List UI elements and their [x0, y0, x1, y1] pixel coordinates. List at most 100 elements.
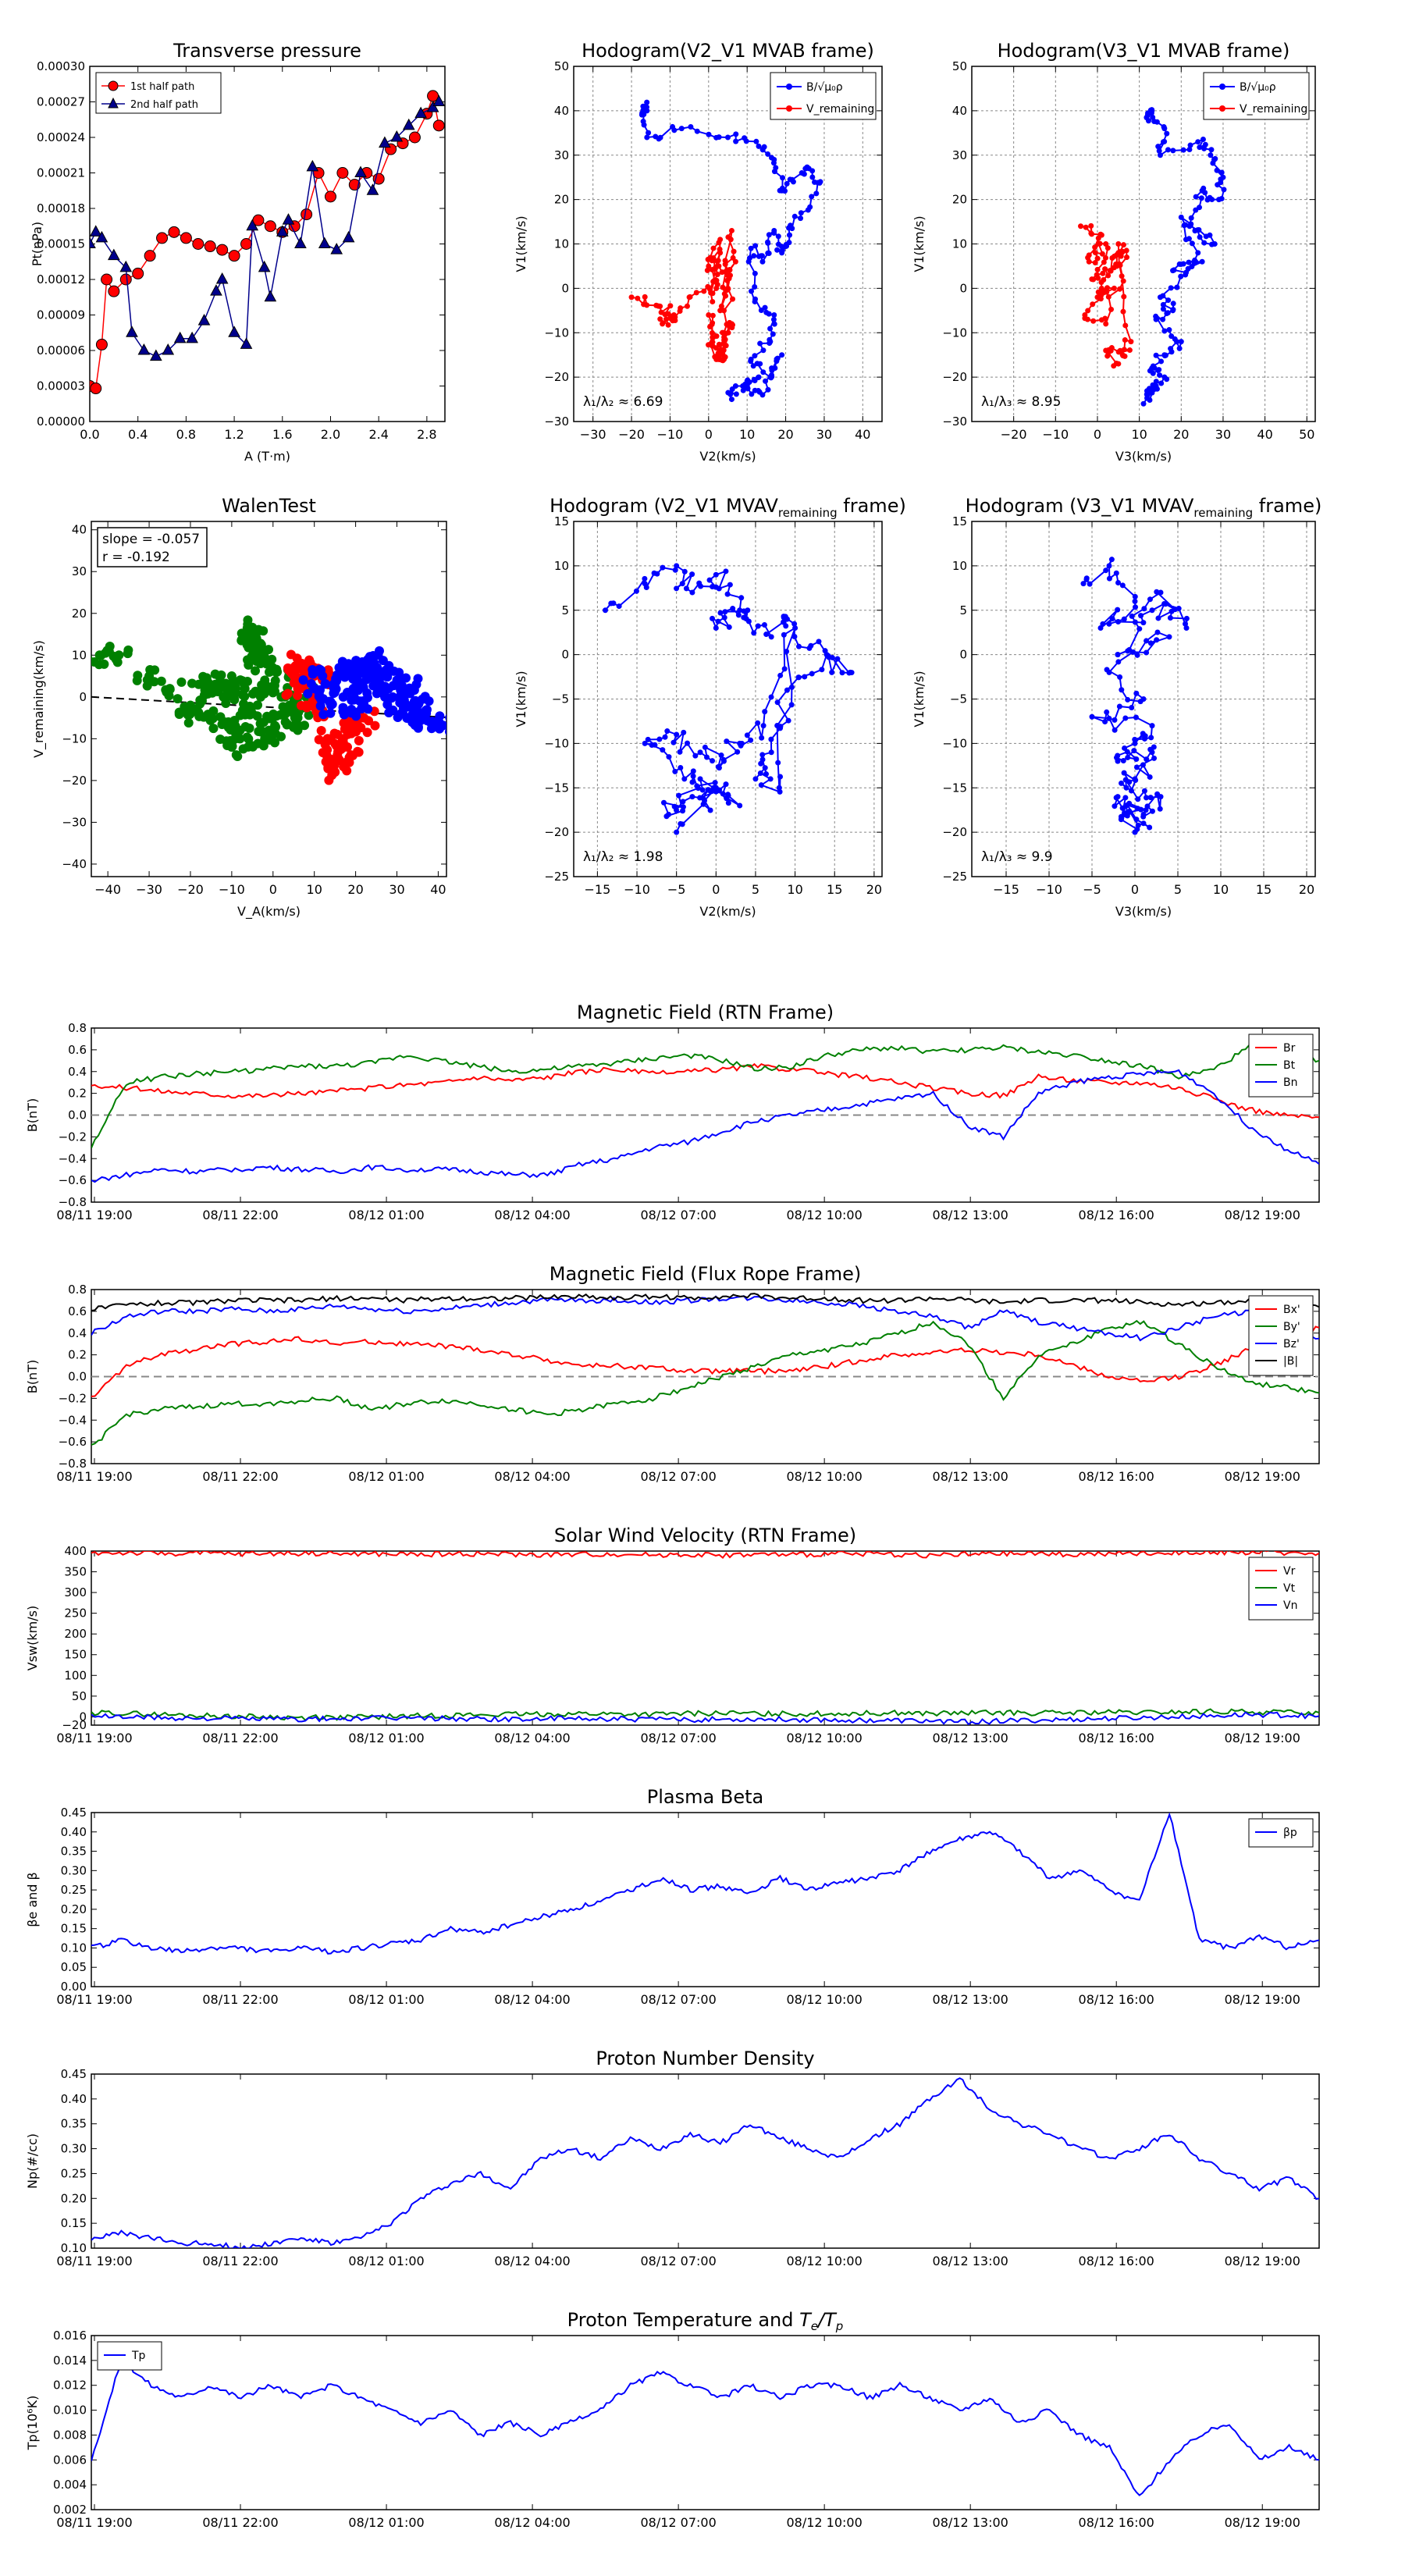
data-point: [761, 621, 767, 628]
data-point: [1099, 251, 1105, 257]
chart-title: Magnetic Field (RTN Frame): [577, 1002, 834, 1023]
data-point: [603, 607, 609, 614]
data-point: [315, 685, 325, 695]
x-tick-label: 08/12 13:00: [933, 1469, 1008, 1484]
data-point: [90, 382, 102, 395]
data-point: [710, 758, 716, 764]
x-tick-label: 2.0: [321, 427, 340, 442]
legend-marker: [786, 105, 792, 112]
data-point: [1200, 137, 1206, 143]
data-point: [767, 776, 774, 782]
data-point: [670, 739, 677, 745]
data-point: [712, 780, 718, 786]
x-tick-label: 0: [1131, 882, 1139, 897]
data-point: [787, 232, 792, 238]
data-point: [379, 136, 391, 148]
data-point: [748, 737, 754, 743]
data-point: [1144, 756, 1150, 763]
data-point: [1143, 795, 1149, 801]
data-point: [834, 656, 841, 662]
data-point: [370, 720, 380, 731]
data-point: [1144, 649, 1150, 656]
x-tick-label: 30: [816, 427, 832, 442]
data-point: [1178, 273, 1184, 279]
data-point: [708, 290, 714, 296]
data-point: [1124, 749, 1130, 755]
data-point: [432, 94, 445, 106]
data-point: [390, 130, 404, 142]
data-point: [344, 716, 354, 726]
x-tick-label: 08/12 13:00: [933, 2254, 1008, 2268]
y-tick-label: −15: [942, 781, 967, 795]
plot-area: [91, 1551, 1319, 1725]
data-point: [823, 652, 830, 658]
data-point: [1104, 709, 1110, 715]
data-point: [718, 303, 724, 309]
data-point: [1080, 581, 1087, 587]
data-point: [804, 164, 810, 170]
data-point: [720, 329, 726, 336]
data-point: [101, 273, 113, 286]
x-tick-label: 08/11 22:00: [202, 1469, 278, 1484]
data-point: [1199, 187, 1205, 194]
data-point: [642, 294, 648, 300]
data-point: [819, 667, 825, 673]
data-point: [307, 701, 317, 711]
legend-label: |B|: [1283, 1355, 1298, 1368]
data-point: [1211, 241, 1218, 247]
data-point: [628, 294, 635, 301]
data-point: [672, 768, 678, 774]
data-point: [1115, 349, 1122, 355]
data-point: [780, 175, 786, 181]
data-point: [108, 248, 120, 261]
series-line: [91, 1069, 1319, 1183]
data-point: [713, 785, 719, 791]
data-point: [743, 138, 749, 144]
data-point: [1089, 713, 1095, 720]
y-tick-label: 10: [554, 237, 569, 251]
data-point: [414, 106, 427, 119]
data-point: [616, 603, 622, 610]
data-point: [258, 626, 269, 636]
data-point: [779, 352, 785, 358]
title-subscript: remaining: [1193, 506, 1253, 520]
data-point: [1126, 808, 1133, 814]
data-point: [1166, 327, 1172, 333]
x-tick-label: 08/12 04:00: [494, 1992, 570, 2007]
data-point: [717, 342, 723, 348]
data-point: [772, 365, 778, 371]
data-point: [222, 718, 232, 728]
data-point: [247, 644, 257, 654]
y-tick-label: −0.8: [59, 1457, 87, 1471]
data-point: [1176, 261, 1183, 267]
data-point: [733, 131, 739, 137]
data-point: [354, 165, 367, 177]
data-point: [240, 721, 251, 731]
x-tick-label: −30: [136, 882, 162, 897]
data-point: [727, 272, 733, 279]
data-point: [1154, 315, 1160, 322]
data-point: [1158, 380, 1165, 386]
data-point: [1120, 242, 1126, 248]
y-tick-label: 0: [959, 281, 967, 295]
data-point: [400, 700, 410, 710]
data-point: [1164, 311, 1170, 317]
data-point: [1170, 301, 1176, 307]
data-point: [1120, 757, 1126, 763]
data-point: [90, 237, 96, 248]
data-point: [1115, 241, 1122, 247]
data-point: [1094, 272, 1100, 278]
legend-label: Br: [1283, 1042, 1296, 1055]
data-point: [754, 361, 760, 367]
data-point: [671, 127, 678, 133]
y-tick-label: 40: [72, 523, 87, 537]
x-axis-label: A (T·m): [244, 449, 290, 464]
x-tick-label: 08/11 19:00: [56, 1208, 132, 1222]
data-point: [162, 687, 172, 697]
data-point: [724, 277, 731, 283]
data-point: [339, 710, 349, 720]
plot-area: [91, 2361, 1319, 2496]
data-point: [1132, 593, 1138, 600]
panel-walen: −40 −30 −20 −10 0 10 20 30 40 −40 −30 −20 −10 0 10 20 30…: [31, 495, 447, 920]
data-point: [229, 689, 240, 699]
